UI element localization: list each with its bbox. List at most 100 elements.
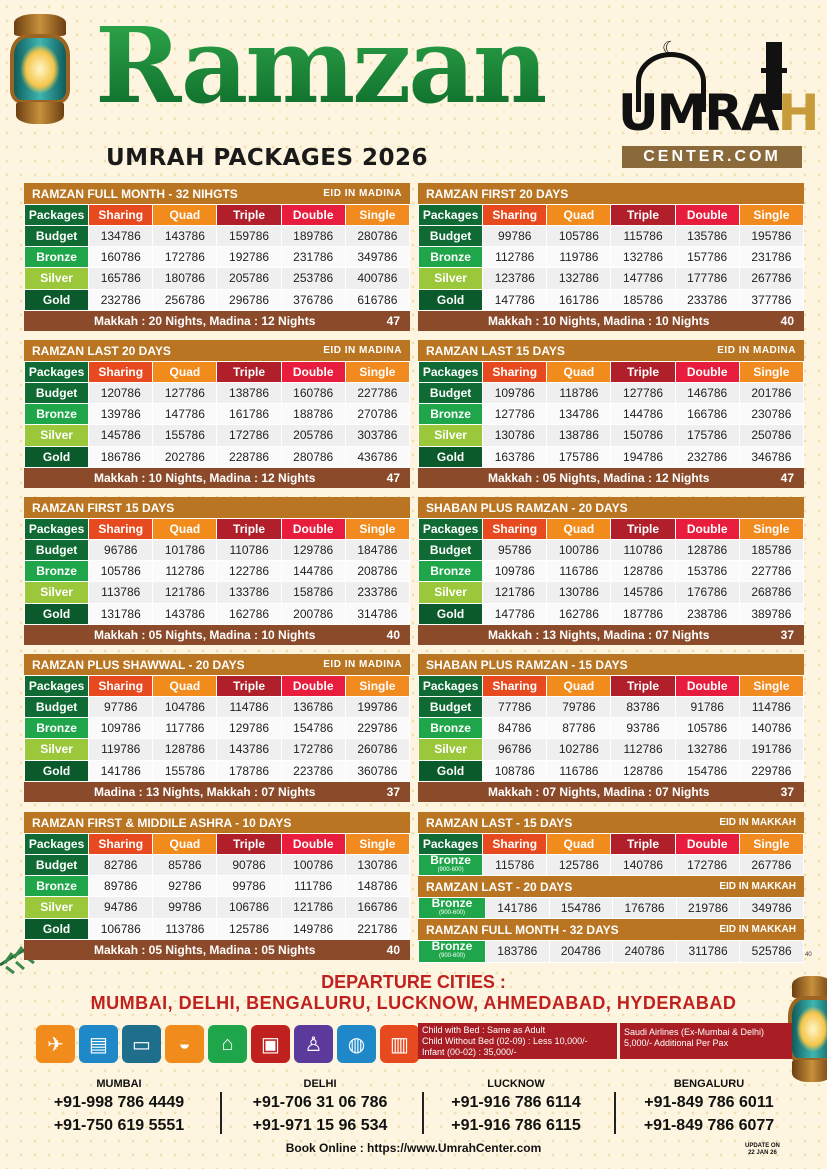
phone-number[interactable]: +91-916 786 6114	[451, 1094, 581, 1111]
price-cell: 172786	[674, 853, 740, 877]
price-cell: 110786	[216, 538, 282, 562]
table-row: Bronze (900-600) 115786 125786 140786 172786 2…	[417, 853, 805, 877]
package-level: Gold	[417, 445, 484, 468]
price-cell: 127786	[152, 381, 218, 405]
column-header: Single	[738, 204, 805, 226]
price-cell: 116786	[546, 759, 612, 782]
column-header: Packages	[417, 361, 484, 383]
phone-number[interactable]: +91-916 786 6115	[451, 1117, 581, 1134]
package-card: RAMZAN FIRST & MIDDILE ASHRA - 10 DAYS Pa…	[23, 812, 411, 960]
phone-number[interactable]: +91-998 786 4449	[53, 1094, 185, 1111]
price-cell: 150786	[610, 424, 676, 447]
package-level: Gold	[417, 288, 484, 311]
book-online-link[interactable]: Book Online : https://www.UmrahCenter.co…	[285, 1141, 542, 1155]
price-cell: 101786	[152, 538, 218, 562]
table-row: Gold 147786 162786 187786 238786 389786	[417, 602, 805, 625]
price-cell: 149786	[280, 917, 346, 940]
price-cell: 123786	[482, 267, 548, 290]
table-row: Budget 77786 79786 83786 91786 114786	[417, 695, 805, 719]
table-row: Bronze 109786 117786 129786 154786 229786	[23, 717, 411, 740]
package-level: Bronze	[417, 717, 484, 740]
price-cell: 154786	[548, 897, 614, 920]
package-footer: Makkah : 05 Nights, Madina : 12 Nights 47	[418, 467, 804, 488]
table-header-row: Packages Sharing Quad Triple Double Single	[417, 204, 805, 226]
table-header-row: Packages Sharing Quad Triple Double Single	[417, 361, 805, 383]
price-cell: 172786	[280, 738, 346, 761]
price-cell: 240786	[612, 940, 677, 963]
package-level: Budget	[23, 853, 90, 877]
price-cell: 122786	[216, 560, 282, 583]
price-cell: 162786	[546, 602, 612, 625]
package-card: RAMZAN PLUS SHAWWAL - 20 DAYS EID IN MADI…	[23, 654, 411, 802]
package-level: Silver	[23, 738, 90, 761]
price-cell: 377786	[738, 288, 805, 311]
price-cell: 147786	[482, 602, 548, 625]
package-footer: Makkah : 05 Nights, Madina : 10 Nights 40	[24, 624, 410, 645]
price-cell: 125786	[546, 853, 612, 877]
price-cell: 525786	[739, 940, 804, 963]
phone-number[interactable]: +91-971 15 96 534	[252, 1117, 388, 1134]
column-header: Triple	[216, 204, 282, 226]
infant-text: Infant (00-02) : 35,000/-	[422, 1047, 517, 1057]
package-level: Budget	[417, 381, 484, 405]
column-header: Double	[280, 518, 346, 540]
price-cell: 111786	[280, 875, 346, 898]
price-cell: 82786	[88, 853, 154, 877]
column-header: Quad	[546, 518, 612, 540]
price-cell: 205786	[280, 424, 346, 447]
column-header: Triple	[216, 518, 282, 540]
price-cell: 199786	[344, 695, 411, 719]
column-header: Triple	[610, 361, 676, 383]
price-cell: 109786	[88, 717, 154, 740]
column-header: Sharing	[88, 833, 154, 855]
price-cell: 140786	[738, 717, 805, 740]
package-level: Gold	[23, 288, 90, 311]
passport-visa-icon: ▤	[79, 1025, 118, 1063]
price-cell: 105786	[88, 560, 154, 583]
package-card: RAMZAN LAST 15 DAYS EID IN MADINA Packages…	[417, 340, 805, 488]
price-cell: 135786	[674, 224, 740, 248]
price-table: Bronze (900-600) 183786 204786 240786 311786 5…	[418, 940, 804, 963]
package-level: Bronze	[417, 403, 484, 426]
column-header: Sharing	[482, 675, 548, 697]
price-table: Packages Sharing Quad Triple Double Single Bud…	[23, 204, 411, 311]
price-cell: 160786	[88, 246, 154, 269]
table-row: Budget 82786 85786 90786 100786 130786	[23, 853, 411, 877]
phone-number[interactable]: +91-849 786 6011	[644, 1094, 774, 1111]
price-cell: 314786	[344, 602, 411, 625]
duration-days: 40	[780, 313, 794, 328]
update-date: UPDATE ON 22 JAN 26	[745, 1143, 780, 1156]
column-header: Single	[344, 833, 411, 855]
column-header: Single	[344, 361, 411, 383]
column-header: Single	[738, 833, 805, 855]
table-row: Gold 106786 113786 125786 149786 221786	[23, 917, 411, 940]
price-cell: 204786	[548, 940, 614, 963]
price-table: Packages Sharing Quad Triple Double Single Bud…	[23, 675, 411, 782]
price-cell: 106786	[216, 896, 282, 919]
price-cell: 146786	[674, 381, 740, 405]
table-row: Bronze 160786 172786 192786 231786 349786	[23, 246, 411, 269]
table-row: Bronze 105786 112786 122786 144786 208786	[23, 560, 411, 583]
price-cell: 195786	[738, 224, 805, 248]
phone-number[interactable]: +91-706 31 06 786	[252, 1094, 388, 1111]
nights-split: Makkah : 05 Nights, Madina : 10 Nights	[94, 627, 316, 642]
page-subtitle: UMRAH PACKAGES 2026	[106, 145, 429, 171]
price-cell: 117786	[152, 717, 218, 740]
package-level: Bronze (900-600)	[418, 940, 486, 963]
price-cell: 233786	[344, 581, 411, 604]
price-table: Packages Sharing Quad Triple Double Single Bud…	[23, 518, 411, 625]
table-row: Gold 108786 116786 128786 154786 229786	[417, 759, 805, 782]
zamzam-water-icon: ◍	[337, 1025, 376, 1063]
departure-cities: MUMBAI, DELHI, BENGALURU, LUCKNOW, AHMED…	[90, 993, 737, 1013]
duration-days: 40	[386, 942, 400, 957]
price-cell: 129786	[280, 538, 346, 562]
price-cell: 175786	[546, 445, 612, 468]
price-cell: 145786	[88, 424, 154, 447]
price-cell: 280786	[344, 224, 411, 248]
phone-number[interactable]: +91-750 619 5551	[53, 1117, 185, 1134]
nights-split: Makkah : 10 Nights, Madina : 10 Nights	[488, 313, 710, 328]
column-header: Quad	[152, 518, 218, 540]
price-cell: 177786	[674, 267, 740, 290]
phone-number[interactable]: +91-849 786 6077	[643, 1117, 775, 1134]
price-cell: 172786	[216, 424, 282, 447]
